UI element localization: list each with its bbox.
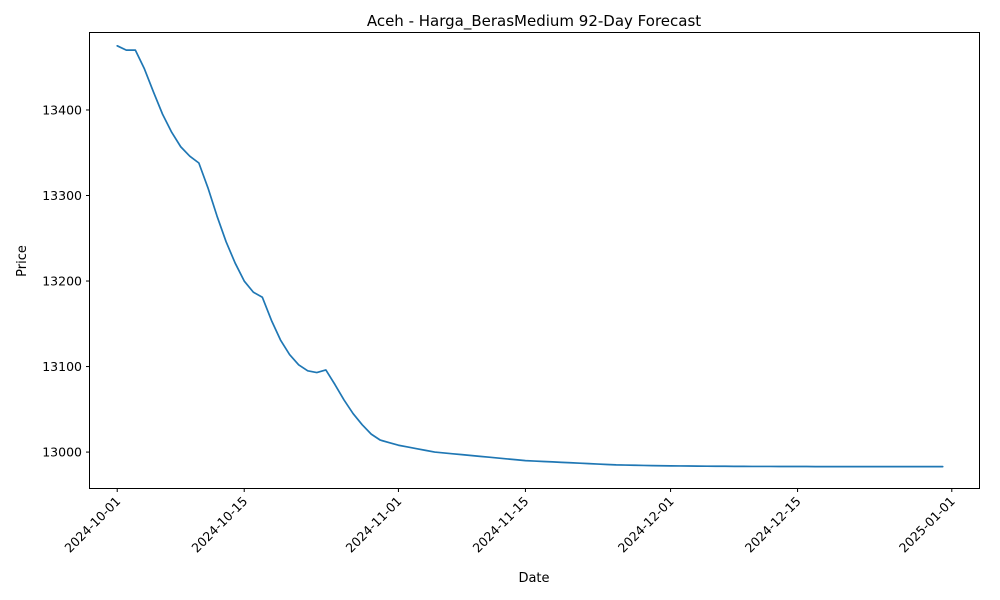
x-tick-label: 2024-11-01 [343,494,405,556]
y-tick-label: 13000 [42,445,82,460]
y-tick-label: 13400 [42,102,82,117]
plot-frame [89,32,980,489]
x-tick-label: 2024-10-01 [61,494,123,556]
y-tick-label: 13100 [42,359,82,374]
y-tick-label: 13300 [42,188,82,203]
x-axis: 2024-10-01 2024-10-15 2024-11-01 2024-11-15… [61,488,958,555]
x-tick-label: 2025-01-01 [896,494,958,556]
x-tick-label: 2024-10-15 [188,494,250,556]
forecast-series-line [116,44,944,468]
y-axis: 13000 13100 13200 13300 13400 [42,102,90,460]
y-axis-title: Price [15,245,30,277]
chart-title: Aceh - Harga_BerasMedium 92-Day Forecast [367,12,701,31]
x-tick-label: 2024-12-15 [742,494,804,556]
x-tick-label: 2024-12-01 [615,494,677,556]
x-axis-title: Date [518,571,549,586]
x-tick-label: 2024-11-15 [470,494,532,556]
plot-area [89,32,980,489]
y-tick-label: 13200 [42,274,82,289]
series-layer [116,44,944,468]
